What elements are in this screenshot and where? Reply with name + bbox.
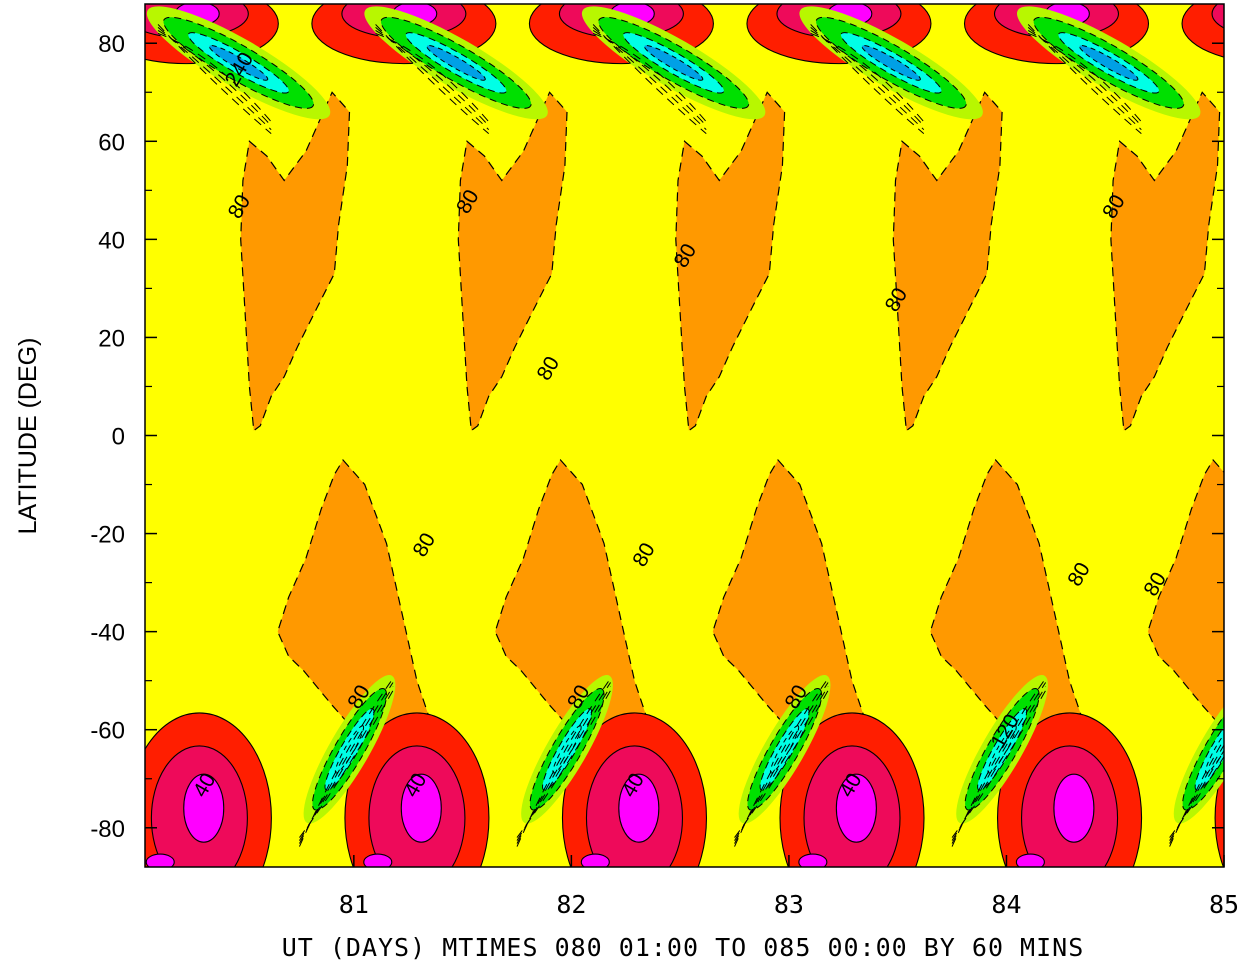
- north-jet: [1223, 0, 1254, 136]
- north-contour-line: [810, 32, 925, 123]
- north-cap-crimson: [1211, 4, 1224, 29]
- north-jet-green: [1243, 5, 1254, 121]
- south-cap-magenta-small: [145, 853, 175, 867]
- y-tick-label: 40: [98, 227, 125, 254]
- south-contour-line: [1169, 744, 1224, 844]
- x-tick-label: 81: [339, 890, 369, 919]
- north-orange-lobe: [240, 91, 351, 432]
- south-contour-line: [299, 682, 394, 844]
- south-cap-magenta-small: [580, 853, 610, 867]
- south-contour-line: [951, 682, 1047, 844]
- north-jet: [799, 6, 983, 120]
- north-jet: [146, 6, 331, 120]
- south-cap-magenta-small: [363, 853, 393, 867]
- y-tick-label: 0: [112, 424, 125, 451]
- north-jet-core: [643, 44, 704, 81]
- south-contour-line: [951, 678, 1047, 847]
- y-tick-label: -60: [90, 718, 125, 745]
- contour-line-layer: [157, 24, 1254, 847]
- north-jet: [1016, 6, 1201, 120]
- south-cap-magenta: [618, 773, 660, 843]
- north-contour-line: [592, 24, 707, 135]
- south-cap-crimson: [1239, 746, 1254, 890]
- south-cap-magenta-small: [798, 853, 828, 867]
- south-contour-line: [298, 678, 394, 847]
- north-jet-core: [861, 44, 921, 81]
- north-contour-line: [157, 32, 272, 123]
- north-contour-line: [157, 24, 272, 135]
- y-axis-title: LATITUDE (DEG): [14, 338, 42, 535]
- y-tick-label: 80: [98, 31, 125, 58]
- north-contour-line: [1246, 30, 1254, 125]
- x-tick-label: 85: [1209, 890, 1239, 919]
- north-contour-line: [1246, 27, 1254, 129]
- y-tick-label: 20: [98, 325, 125, 352]
- south-cap-magenta-small: [1234, 854, 1254, 870]
- south-cap-red: [1214, 765, 1224, 867]
- north-jet-core: [426, 44, 486, 81]
- south-contour-line: [516, 678, 611, 847]
- north-orange-lobe: [892, 91, 1003, 432]
- north-jet-outer: [1223, 0, 1254, 136]
- north-jet-core: [1078, 44, 1139, 81]
- y-tick-label: 60: [98, 129, 125, 156]
- north-orange-lobe: [675, 91, 786, 432]
- south-contour-line: [516, 682, 611, 844]
- y-tick-label: -20: [90, 522, 125, 549]
- north-orange-lobe: [457, 91, 568, 432]
- x-axis-title: UT (DAYS) MTIMES 080 01:00 TO 085 00:00 …: [282, 933, 1085, 962]
- x-tick-label: 84: [991, 890, 1021, 919]
- north-jet: [581, 6, 766, 120]
- north-contour-line: [1246, 33, 1254, 121]
- north-contour-line: [592, 32, 707, 123]
- south-jet: [738, 675, 831, 824]
- south-jet-core: [552, 725, 582, 774]
- north-jet: [364, 6, 548, 120]
- north-contour-line: [1246, 24, 1254, 133]
- south-contour-line: [734, 682, 829, 844]
- south-jet-core: [334, 725, 365, 774]
- south-cap-magenta: [835, 773, 877, 843]
- x-tick-label: 82: [556, 890, 586, 919]
- north-contour-line: [375, 24, 490, 135]
- north-contour-line: [375, 32, 490, 123]
- y-tick-label: -80: [90, 816, 125, 843]
- south-contour-line: [734, 678, 829, 847]
- north-contour-line: [810, 24, 925, 135]
- north-jet-core: [208, 44, 269, 81]
- x-axis: 81 82 83 84 85: [339, 855, 1239, 919]
- north-contour-line: [1028, 32, 1142, 123]
- y-tick-label: -40: [90, 620, 125, 647]
- north-contour-line: [1027, 24, 1142, 135]
- south-cap-magenta-small: [1015, 853, 1045, 867]
- south-cap-magenta: [183, 773, 225, 843]
- south-jet: [956, 675, 1049, 824]
- y-axis: 80 60 40 20 0 -20 -40 -60 -80: [90, 31, 1224, 843]
- south-jet-core: [987, 725, 1017, 774]
- south-cap-magenta: [1053, 773, 1095, 843]
- south-jet: [303, 675, 396, 824]
- north-orange-lobe: [1110, 91, 1221, 432]
- south-orange-lobe: [1147, 458, 1224, 731]
- polar-jet-layer: [145, 0, 1254, 890]
- south-jet: [521, 675, 613, 824]
- south-cap-magenta: [400, 773, 442, 843]
- contour-fill-layer: [145, 4, 1224, 867]
- x-tick-label: 83: [774, 890, 804, 919]
- south-jet-core: [769, 725, 800, 774]
